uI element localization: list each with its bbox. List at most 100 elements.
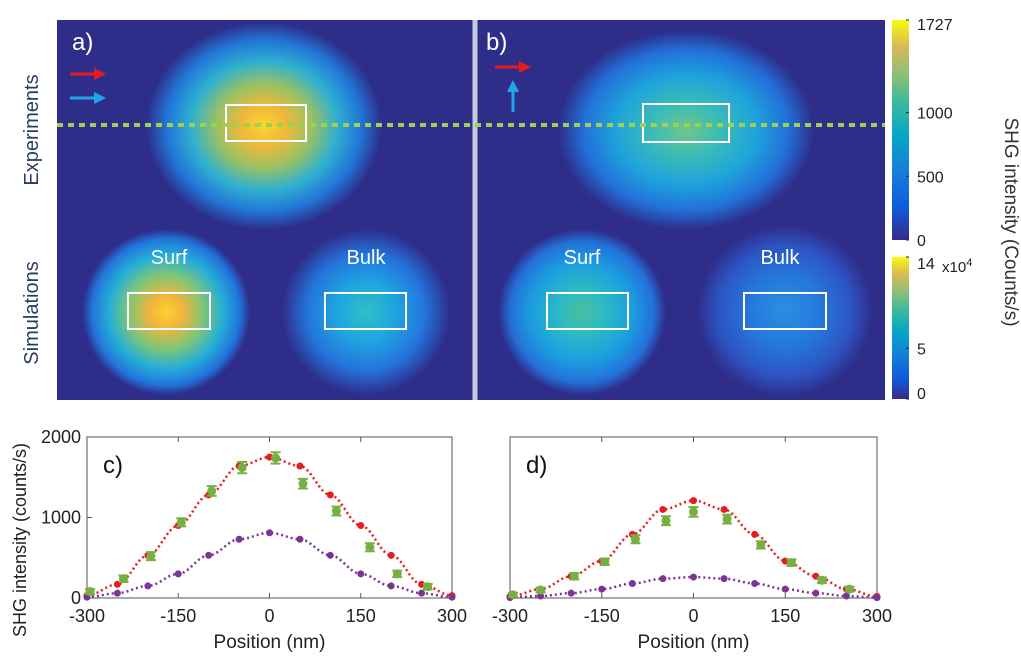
arrow-right-icon [495,61,531,73]
experiment-b-spot [558,30,814,230]
series-bulk-simulation [506,573,881,602]
data-point [842,592,850,600]
data-point [326,491,334,499]
colorbar-tick-label: 0 [917,233,926,250]
colorbar-title: SHG intensity (Counts/s) [1000,117,1021,326]
data-point [296,462,304,470]
plot-d: -300 -150 0 150 300 d) Position (nm) [492,436,892,653]
bulk-label-b: Bulk [761,247,801,269]
experiment-point [85,587,95,597]
data-point [812,589,820,597]
x-axis-label: Position (nm) [638,632,750,653]
data-point [781,585,789,593]
plot-panel-label: c) [103,452,123,479]
data-point [720,505,728,513]
data-point [720,575,728,583]
colorbar-tick-label: 1727 [917,17,953,34]
data-point [144,582,152,590]
x-tick-label: 300 [437,606,467,626]
data-point [387,551,395,559]
arrow-up-icon [507,80,519,112]
colorbar-simulation [892,257,909,399]
series-experiment [85,451,433,597]
experiment-point [207,486,217,496]
data-point [357,570,365,578]
panel-b: b) Surf Bulk [486,29,873,397]
x-tick-label: 150 [346,606,376,626]
heatmap-panels: a) Surf Bulk b) Surf Bulk [21,20,885,400]
panel-a: a) Surf Bulk [70,22,450,395]
bulk-a-map [282,229,450,395]
data-point [174,570,182,578]
experiment-a-spot [146,22,382,230]
colorbars: 1727 1000 500 0 14 5 0 x104 SHG intensity (Co… [892,17,1021,403]
experiment-point [786,558,796,568]
x-axis-label: Position (nm) [214,632,326,653]
colorbar-tick-label: 5 [917,341,926,358]
data-point [266,529,273,537]
x-tick-label: 150 [770,606,800,626]
colorbar-experiment-ticks: 1727 1000 500 0 [906,17,953,250]
data-point [387,582,395,590]
data-point [690,573,697,581]
data-point [113,589,121,597]
data-point [659,575,667,583]
y-tick-label: 2000 [41,427,81,447]
experiment-point [365,542,375,552]
experiment-point [536,585,546,595]
x-tick-label: 0 [264,606,274,626]
shared-y-axis-label: SHG intensity (counts/s) [10,443,30,637]
data-point [296,535,304,543]
colorbar-tick-label: 500 [917,169,944,186]
panel-label-b: b) [486,29,507,56]
row-label-experiments: Experiments [21,74,43,185]
experiment-point [508,590,518,600]
bulk-label-a: Bulk [347,247,387,269]
experiment-point [844,584,854,594]
data-point [418,589,426,597]
plot-c: -300 -150 0 150 300 0 1000 2000 c) Position (nm) [41,427,467,653]
x-tick-label: 300 [862,606,892,626]
bulk-b-spot [697,225,873,397]
y-tick-label: 1000 [41,508,81,528]
data-point [628,580,636,588]
experiment-point [817,575,827,585]
arrow-right-icon [70,68,106,80]
data-point [357,522,365,530]
experiment-point [271,453,281,463]
surf-a-box [127,292,211,330]
y-tick-label: 0 [71,588,81,608]
bulk-b-box [743,292,827,330]
experiment-point [331,506,341,516]
experiment-point [237,463,247,473]
colorbar-tick-label: 0 [917,386,926,403]
experiment-point [689,507,698,517]
experiment-point [392,569,402,579]
surf-label-a: Surf [151,247,188,269]
data-point [659,505,667,513]
data-point [873,594,881,602]
x-tick-label: -300 [492,606,528,626]
colorbar-multiplier-base: x10 [942,259,966,276]
experiment-point [756,540,766,550]
experiment-point [298,479,308,489]
bulk-a-box [324,292,407,330]
row-label-simulations: Simulations [21,261,43,364]
plot-frame [86,436,453,599]
experiment-point [630,534,640,544]
data-point [326,551,334,559]
data-point [205,551,213,559]
arrow-right-icon [70,92,106,104]
colorbar-multiplier-exp: 4 [966,257,972,269]
experiment-point [176,517,186,527]
series-experiment [508,506,855,600]
data-point [567,589,575,597]
panel-label-a: a) [72,29,93,56]
surf-b-box [546,292,629,330]
x-tick-label: -300 [69,606,105,626]
colorbar-experiment [892,20,909,240]
data-point [235,535,243,543]
data-point [751,530,759,538]
data-point [448,593,456,601]
